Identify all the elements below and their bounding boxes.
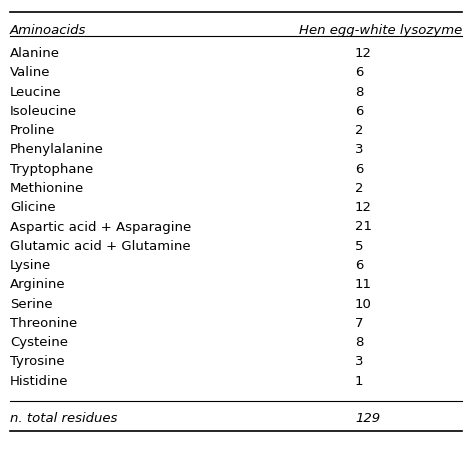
- Text: Proline: Proline: [10, 124, 55, 137]
- Text: Tryptophane: Tryptophane: [10, 163, 93, 176]
- Text: 10: 10: [355, 298, 372, 311]
- Text: Hen egg-white lysozyme: Hen egg-white lysozyme: [299, 24, 462, 37]
- Text: 6: 6: [355, 66, 363, 79]
- Text: Isoleucine: Isoleucine: [10, 105, 77, 118]
- Text: 12: 12: [355, 47, 372, 60]
- Text: 7: 7: [355, 317, 363, 330]
- Text: 21: 21: [355, 220, 372, 233]
- Text: 12: 12: [355, 201, 372, 214]
- Text: 3: 3: [355, 356, 363, 369]
- Text: Valine: Valine: [10, 66, 51, 79]
- Text: Alanine: Alanine: [10, 47, 60, 60]
- Text: 2: 2: [355, 182, 363, 195]
- Text: 6: 6: [355, 259, 363, 272]
- Text: n. total residues: n. total residues: [10, 412, 118, 425]
- Text: Aminoacids: Aminoacids: [10, 24, 86, 37]
- Text: Methionine: Methionine: [10, 182, 84, 195]
- Text: Leucine: Leucine: [10, 86, 62, 99]
- Text: 1: 1: [355, 375, 363, 388]
- Text: 8: 8: [355, 86, 363, 99]
- Text: Arginine: Arginine: [10, 278, 66, 291]
- Text: 129: 129: [355, 412, 380, 425]
- Text: 5: 5: [355, 240, 363, 253]
- Text: Glutamic acid + Glutamine: Glutamic acid + Glutamine: [10, 240, 191, 253]
- Text: Tyrosine: Tyrosine: [10, 356, 65, 369]
- Text: 6: 6: [355, 163, 363, 176]
- Text: 2: 2: [355, 124, 363, 137]
- Text: Lysine: Lysine: [10, 259, 51, 272]
- Text: Threonine: Threonine: [10, 317, 77, 330]
- Text: Histidine: Histidine: [10, 375, 68, 388]
- Text: Phenylalanine: Phenylalanine: [10, 143, 104, 156]
- Text: Glicine: Glicine: [10, 201, 56, 214]
- Text: 8: 8: [355, 336, 363, 349]
- Text: 11: 11: [355, 278, 372, 291]
- Text: 3: 3: [355, 143, 363, 156]
- Text: Cysteine: Cysteine: [10, 336, 68, 349]
- Text: 6: 6: [355, 105, 363, 118]
- Text: Aspartic acid + Asparagine: Aspartic acid + Asparagine: [10, 220, 191, 233]
- Text: Serine: Serine: [10, 298, 52, 311]
